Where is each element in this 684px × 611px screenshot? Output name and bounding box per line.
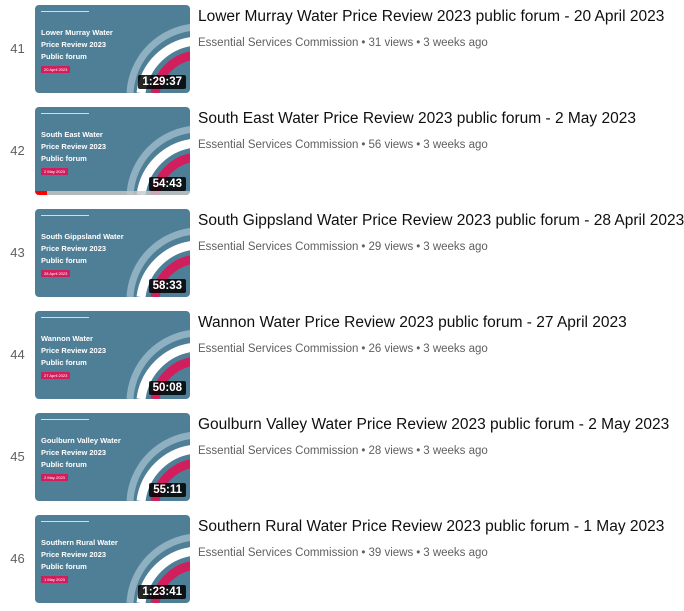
thumb-text: Price Review 2023 xyxy=(41,244,106,253)
thumbnail[interactable]: Southern Rural Water Price Review 2023 Pub… xyxy=(35,515,190,603)
item-index: 41 xyxy=(0,41,35,56)
video-title[interactable]: Southern Rural Water Price Review 2023 p… xyxy=(198,518,664,536)
separator: • xyxy=(416,445,420,457)
separator: • xyxy=(416,547,420,559)
video-title[interactable]: Wannon Water Price Review 2023 public fo… xyxy=(198,314,627,332)
duration: 58:33 xyxy=(149,279,186,293)
upload-age: 3 weeks ago xyxy=(423,343,488,355)
channel-name[interactable]: Essential Services Commission xyxy=(198,139,358,151)
video-title[interactable]: South East Water Price Review 2023 publi… xyxy=(198,110,636,128)
separator: • xyxy=(361,139,365,151)
video-meta: Essential Services Commission•29 views•3… xyxy=(198,241,491,253)
duration: 50:08 xyxy=(149,381,186,395)
thumb-text: Public forum xyxy=(41,154,87,163)
playlist-item[interactable]: 41 Lower Murray Water Price Review 2023 Pub… xyxy=(0,5,684,101)
view-count: 29 views xyxy=(368,241,413,253)
video-title[interactable]: Lower Murray Water Price Review 2023 pub… xyxy=(198,8,664,26)
thumb-logo xyxy=(41,113,89,118)
progress-fill xyxy=(35,191,47,195)
thumbnail[interactable]: South East Water Price Review 2023 Public … xyxy=(35,107,190,195)
video-title[interactable]: South Gippsland Water Price Review 2023 … xyxy=(198,212,684,230)
thumb-logo xyxy=(41,521,89,526)
thumb-logo xyxy=(41,215,89,220)
item-index: 46 xyxy=(0,551,35,566)
playlist-item[interactable]: 46 Southern Rural Water Price Review 2023 P… xyxy=(0,515,684,611)
thumbnail[interactable]: Wannon Water Price Review 2023 Public foru… xyxy=(35,311,190,399)
duration: 1:23:41 xyxy=(138,585,186,599)
playlist-item[interactable]: 42 South East Water Price Review 2023 Publi… xyxy=(0,107,684,203)
thumb-text: Price Review 2023 xyxy=(41,142,106,151)
separator: • xyxy=(361,547,365,559)
view-count: 31 views xyxy=(368,37,413,49)
playlist-item[interactable]: 45 Goulburn Valley Water Price Review 2023… xyxy=(0,413,684,509)
thumb-date: 1 May 2023 xyxy=(41,576,68,583)
thumb-date: 20 April 2023 xyxy=(41,66,70,73)
thumb-logo xyxy=(41,317,89,322)
separator: • xyxy=(416,139,420,151)
view-count: 26 views xyxy=(368,343,413,355)
upload-age: 3 weeks ago xyxy=(423,445,488,457)
playlist: 41 Lower Murray Water Price Review 2023 Pub… xyxy=(0,0,684,601)
item-index: 42 xyxy=(0,143,35,158)
thumbnail[interactable]: Goulburn Valley Water Price Review 2023 Pu… xyxy=(35,413,190,501)
video-meta: Essential Services Commission•56 views•3… xyxy=(198,139,491,151)
thumb-text: Price Review 2023 xyxy=(41,346,106,355)
playlist-item[interactable]: 43 South Gippsland Water Price Review 2023… xyxy=(0,209,684,305)
thumb-text: South Gippsland Water xyxy=(41,232,124,241)
thumb-logo xyxy=(41,419,89,424)
upload-age: 3 weeks ago xyxy=(423,547,488,559)
upload-age: 3 weeks ago xyxy=(423,139,488,151)
thumb-text: Public forum xyxy=(41,256,87,265)
progress-bar xyxy=(35,191,190,195)
separator: • xyxy=(416,241,420,253)
thumb-text: Price Review 2023 xyxy=(41,448,106,457)
thumb-date: 2 May 2023 xyxy=(41,168,68,175)
duration: 54:43 xyxy=(149,177,186,191)
thumb-text: Public forum xyxy=(41,460,87,469)
channel-name[interactable]: Essential Services Commission xyxy=(198,343,358,355)
item-index: 43 xyxy=(0,245,35,260)
view-count: 56 views xyxy=(368,139,413,151)
thumb-text: Price Review 2023 xyxy=(41,40,106,49)
duration: 1:29:37 xyxy=(138,75,186,89)
video-meta: Essential Services Commission•26 views•3… xyxy=(198,343,491,355)
thumb-date: 28 April 2023 xyxy=(41,270,70,277)
playlist-item[interactable]: 44 Wannon Water Price Review 2023 Public fo… xyxy=(0,311,684,407)
thumbnail[interactable]: South Gippsland Water Price Review 2023 Pu… xyxy=(35,209,190,297)
separator: • xyxy=(416,37,420,49)
thumb-text: South East Water xyxy=(41,130,103,139)
thumb-text: Public forum xyxy=(41,562,87,571)
channel-name[interactable]: Essential Services Commission xyxy=(198,445,358,457)
channel-name[interactable]: Essential Services Commission xyxy=(198,37,358,49)
separator: • xyxy=(361,241,365,253)
item-index: 44 xyxy=(0,347,35,362)
item-index: 45 xyxy=(0,449,35,464)
video-title[interactable]: Goulburn Valley Water Price Review 2023 … xyxy=(198,416,669,434)
separator: • xyxy=(416,343,420,355)
thumb-text: Public forum xyxy=(41,358,87,367)
thumb-text: Price Review 2023 xyxy=(41,550,106,559)
thumb-text: Southern Rural Water xyxy=(41,538,118,547)
video-meta: Essential Services Commission•39 views•3… xyxy=(198,547,491,559)
separator: • xyxy=(361,343,365,355)
thumb-date: 2 May 2023 xyxy=(41,474,68,481)
view-count: 28 views xyxy=(368,445,413,457)
video-meta: Essential Services Commission•31 views•3… xyxy=(198,37,491,49)
thumb-logo xyxy=(41,11,89,16)
thumb-text: Wannon Water xyxy=(41,334,93,343)
thumb-text: Goulburn Valley Water xyxy=(41,436,121,445)
channel-name[interactable]: Essential Services Commission xyxy=(198,241,358,253)
channel-name[interactable]: Essential Services Commission xyxy=(198,547,358,559)
view-count: 39 views xyxy=(368,547,413,559)
video-meta: Essential Services Commission•28 views•3… xyxy=(198,445,491,457)
duration: 55:11 xyxy=(149,483,186,497)
thumb-date: 27 April 2023 xyxy=(41,372,70,379)
separator: • xyxy=(361,445,365,457)
thumb-text: Lower Murray Water xyxy=(41,28,113,37)
upload-age: 3 weeks ago xyxy=(423,37,488,49)
thumb-text: Public forum xyxy=(41,52,87,61)
thumbnail[interactable]: Lower Murray Water Price Review 2023 Publi… xyxy=(35,5,190,93)
upload-age: 3 weeks ago xyxy=(423,241,488,253)
separator: • xyxy=(361,37,365,49)
